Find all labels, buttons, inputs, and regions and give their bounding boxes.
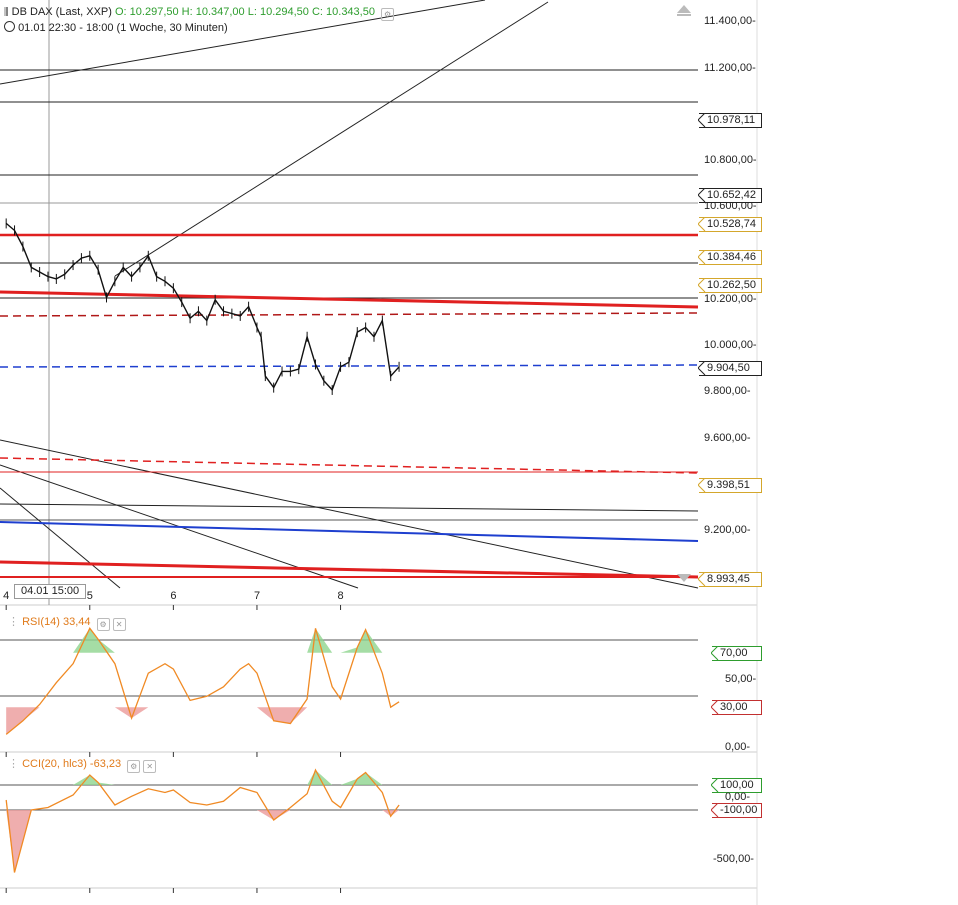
price-tick-label: 9.200,00- (704, 524, 751, 536)
price-panel[interactable] (0, 0, 757, 605)
price-tick-label: 11.400,00- (704, 15, 756, 28)
close-value: C: 10.343,50 (311, 6, 375, 18)
crosshair-label: 04.01 15:00 (14, 584, 87, 599)
price-tag-value: 10.528,74 (707, 217, 756, 230)
overbought-fill (6, 628, 400, 653)
oversold-fill (6, 810, 400, 873)
indicator-tag-value: 100,00 (720, 779, 754, 791)
oversold-fill (6, 707, 400, 735)
overbought-fill (6, 770, 400, 785)
price-tag-arrow (698, 250, 706, 265)
x-tick-label: 8 (337, 590, 344, 602)
price-tag: 10.528,74 (698, 216, 762, 232)
cci-label: CCI(20, hlc3) -63,23 (22, 758, 122, 770)
high-value: H: 10.347,00 (181, 6, 245, 18)
rsi-panel[interactable] (0, 627, 698, 735)
x-axis (5, 605, 342, 893)
indicator-tick-label: 100,00 (711, 778, 762, 793)
x-tick-label: 5 (86, 590, 93, 602)
rsi-label: RSI(14) 33,44 (22, 616, 91, 628)
scroll-up-button[interactable] (677, 5, 691, 13)
price-tag: 9.398,51 (698, 478, 762, 494)
symbol-label: DB DAX (Last, XXP) (11, 6, 112, 18)
cci-series (5, 768, 400, 873)
rsi-series (5, 627, 400, 735)
price-tag: 10.978,11 (698, 112, 762, 128)
indicator-tick-label: 70,00 (711, 645, 762, 661)
price-tick-label: 10.000,00- (704, 339, 757, 351)
indicator-tag-value: -100,00 (720, 804, 758, 816)
cci-header: ⋮ CCI(20, hlc3) -63,23 ⚙ ✕ (8, 757, 157, 773)
rsi-close-icon[interactable]: ✕ (112, 618, 126, 631)
period-label: 01.01 22:30 - 18:00 (1 Woche, 30 Minuten… (18, 22, 228, 34)
settings-icon[interactable]: ⚙ (381, 8, 395, 21)
indicator-line (5, 768, 400, 873)
price-tag: 8.993,45 (698, 571, 762, 587)
x-tick-label: 6 (170, 590, 177, 602)
rsi-header: ⋮ RSI(14) 33,44 ⚙ ✕ (8, 615, 126, 631)
scroll-up-bar (677, 14, 691, 16)
rsi-settings-icon[interactable]: ⚙ (96, 618, 110, 631)
candles-icon: ⫼ (4, 7, 9, 18)
indicator-tag-value: 70,00 (720, 646, 748, 659)
price-tick-label: 9.600,00- (704, 431, 751, 444)
indicator-tag-arrow (711, 645, 719, 661)
indicator-tick-label: 0,00- (725, 741, 751, 753)
price-tick-label: 9.800,00- (704, 385, 751, 398)
price-tick-label: 10.200,00- (704, 292, 757, 305)
price-tag: 10.384,46 (698, 250, 762, 266)
price-tag-arrow (698, 278, 706, 293)
indicator-tag-value: 30,00 (720, 701, 748, 714)
price-tag-arrow (698, 188, 706, 203)
price-tag: 10.652,42 (698, 188, 762, 204)
x-tick-label: 4 (3, 590, 10, 602)
low-value: L: 10.294,50 (247, 6, 309, 18)
indicator-tick-label: 30,00 (711, 700, 762, 716)
price-tag-value: 8.993,45 (707, 572, 750, 585)
price-tag-value: 9.398,51 (707, 479, 750, 492)
price-tag-value: 10.384,46 (707, 251, 756, 264)
blue-levels (0, 364, 699, 542)
indicator-line (5, 627, 400, 735)
clock-icon (4, 21, 15, 32)
price-tag-arrow (698, 216, 706, 232)
price-series (5, 218, 400, 395)
price-tag-value: 10.652,42 (707, 189, 756, 202)
price-tick-label: 10.600,00- (704, 200, 757, 213)
indicator-tag-arrow (711, 778, 719, 793)
price-tick-label: 11.200,00- (704, 61, 756, 74)
price-tag-value: 10.978,11 (707, 113, 756, 126)
price-tag-value: 10.262,50 (707, 279, 756, 292)
open-value: O: 10.297,50 (115, 6, 179, 18)
cci-handle-icon: ⋮ (8, 758, 19, 770)
indicator-tick-label: 50,00- (725, 673, 757, 685)
period-row: 01.01 22:30 - 18:00 (1 Woche, 30 Minuten… (4, 21, 228, 34)
price-tick-label: 10.800,00- (704, 154, 757, 166)
price-tag: 9.904,50 (698, 361, 762, 377)
indicator-tick-label: 0,00- (725, 790, 751, 803)
indicator-tag-arrow (711, 700, 719, 715)
cci-close-icon[interactable]: ✕ (143, 760, 157, 773)
price-tag-arrow (698, 361, 706, 376)
chart-header: ⫼ DB DAX (Last, XXP) O: 10.297,50 H: 10.… (4, 6, 395, 21)
price-tag: 10.262,50 (698, 278, 762, 294)
scroll-down-button[interactable] (677, 574, 691, 582)
rsi-handle-icon: ⋮ (8, 616, 19, 628)
indicator-tick-label: -100,00 (711, 803, 762, 818)
x-tick-label: 7 (253, 590, 261, 602)
price-tag-arrow (698, 571, 706, 587)
price-tag-arrow (698, 478, 706, 493)
price-tag-value: 9.904,50 (707, 362, 750, 375)
indicator-tick-label: -500,00- (713, 853, 754, 865)
price-tag-arrow (698, 112, 706, 128)
red-levels (0, 233, 699, 579)
indicator-tag-arrow (711, 803, 719, 818)
cci-panel[interactable] (0, 768, 698, 873)
cci-settings-icon[interactable]: ⚙ (127, 760, 141, 773)
